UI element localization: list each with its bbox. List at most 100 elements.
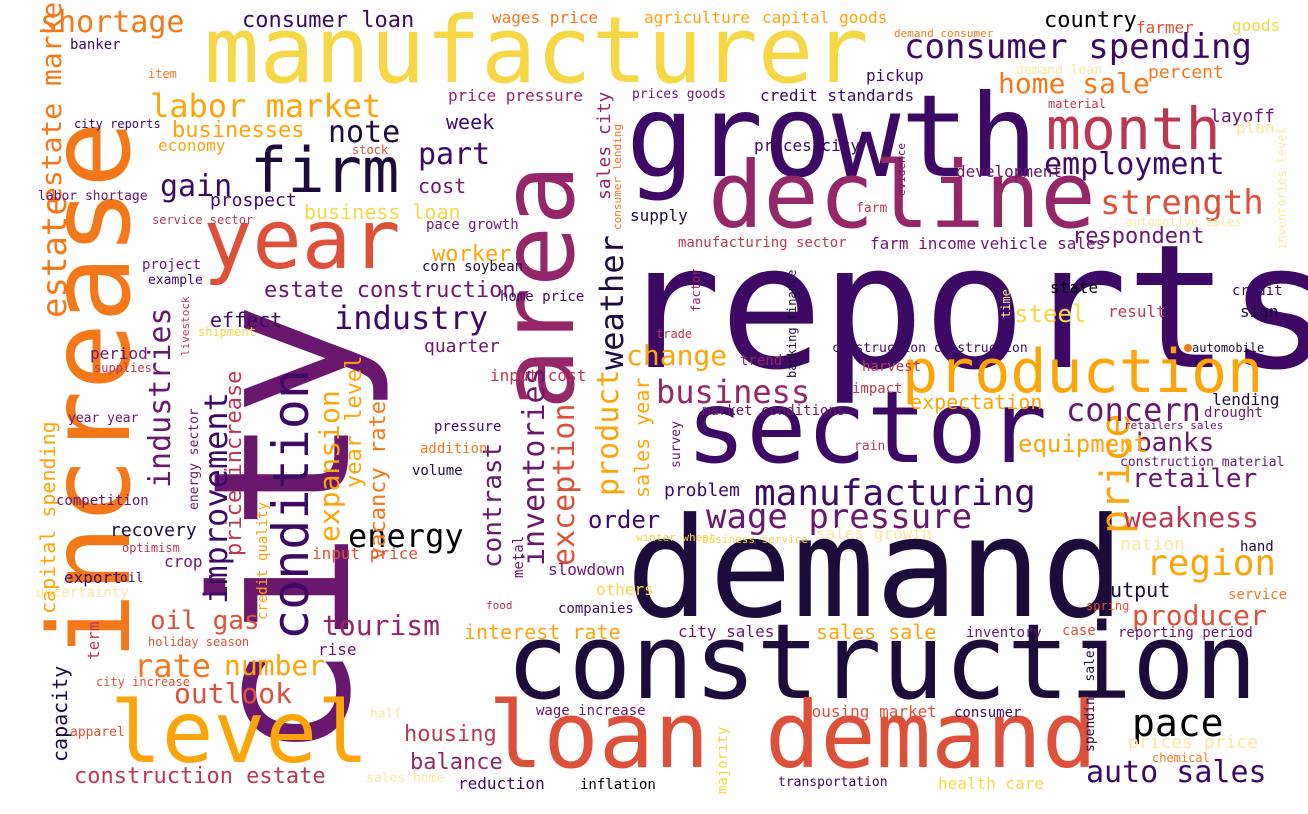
word-outlook: outlook xyxy=(174,677,293,710)
word-level: level xyxy=(110,683,369,783)
word-prices-city: prices city xyxy=(754,136,860,155)
word-employment: employment xyxy=(1044,147,1225,182)
word-percent: percent xyxy=(1148,62,1224,83)
word-apparel: apparel xyxy=(70,725,125,740)
word-banking-finance: banking finance xyxy=(785,269,799,378)
word-service-sector: service sector xyxy=(152,213,254,227)
word-plan: plan xyxy=(1236,118,1275,137)
word-prices-goods: prices goods xyxy=(632,87,726,102)
word-demand: demand xyxy=(626,488,1125,649)
word-crop: crop xyxy=(164,552,203,571)
word-expansion: expansion xyxy=(313,390,346,542)
word-banks: banks xyxy=(1136,428,1215,458)
word-holiday-season: holiday season xyxy=(148,635,250,649)
word-strength: strength xyxy=(1100,183,1264,223)
word-companies: companies xyxy=(558,601,634,617)
word-hand: hand xyxy=(1240,539,1274,555)
word-tourism: tourism xyxy=(322,609,441,642)
word-concern: concern xyxy=(1066,391,1201,429)
word-project: project xyxy=(142,257,202,273)
word-year-level: year level xyxy=(342,355,367,488)
word-respondent: respondent xyxy=(1072,224,1205,249)
word-home-price: home price xyxy=(500,289,585,305)
word-construction-estate: construction estate xyxy=(74,764,326,789)
word-effect: effect xyxy=(210,308,283,332)
word-lending: lending xyxy=(1212,390,1280,409)
word-health-care: health care xyxy=(938,774,1044,793)
word-credit-quality: credit quality xyxy=(255,501,271,620)
word-weakness: weakness xyxy=(1124,501,1259,534)
word-construction-construction: construction construction xyxy=(832,341,1028,356)
word-inventories-level: inventories level xyxy=(1275,127,1289,250)
word-development: development xyxy=(956,162,1062,181)
word-consumer: consumer xyxy=(954,705,1022,721)
word-wage-increase: wage increase xyxy=(536,703,646,719)
word-majority: majority xyxy=(715,726,731,794)
word-sign: sign xyxy=(1240,302,1279,321)
word-week: week xyxy=(446,110,495,134)
word-pressure: pressure xyxy=(434,419,502,435)
word-food: food xyxy=(486,599,513,612)
word-prospect: prospect xyxy=(210,190,297,211)
word-retailer: retailer xyxy=(1132,464,1258,494)
word-consumer-spending: consumer spending xyxy=(904,27,1252,67)
word-wage-pressure: wage pressure xyxy=(706,497,973,537)
word-business-loan: business loan xyxy=(304,200,461,224)
word-layoff: layoff xyxy=(1210,106,1276,127)
word-estate-construction: estate construction xyxy=(264,278,516,303)
word-steel: steel xyxy=(1014,300,1087,328)
word-consumer-loan: consumer loan xyxy=(242,8,415,33)
word-impact: impact xyxy=(852,381,903,397)
word-energy: energy xyxy=(348,517,464,555)
word-economy: economy xyxy=(158,136,226,155)
word-pace-growth: pace growth xyxy=(426,217,519,233)
word-inventory: inventory xyxy=(966,625,1042,641)
word-shipment: shipment xyxy=(198,325,256,339)
word-industry: industry xyxy=(334,299,489,337)
word-housing-market: housing market xyxy=(802,702,937,721)
word-material: material xyxy=(1048,97,1106,111)
word-farm: farm xyxy=(856,201,888,216)
word-month: month xyxy=(1046,95,1221,163)
word-construction-material: construction material xyxy=(1120,455,1285,470)
word-part: part xyxy=(418,137,491,172)
word-demand-consumer: demand consumer xyxy=(894,27,994,40)
word-rain: rain xyxy=(854,439,886,454)
word-sector: sector xyxy=(686,369,1048,486)
word-chemical: chemical xyxy=(1152,751,1210,765)
word-change: change xyxy=(626,339,728,372)
word-rate: rate xyxy=(134,647,212,685)
word-interest-rate: interest rate xyxy=(464,620,621,644)
word-optimism: optimism xyxy=(122,541,180,555)
word-competition: competition xyxy=(56,493,149,509)
word-construction: construction xyxy=(506,601,1258,723)
word-gain: gain xyxy=(160,169,233,204)
word-manufacturing-sector: manufacturing sector xyxy=(678,235,847,251)
word-trade: trade xyxy=(656,327,693,341)
word-sales-growth: sales growth xyxy=(816,524,932,543)
word-manufacturing: manufacturing xyxy=(754,473,1036,514)
word-oil-gas: oil gas xyxy=(150,606,260,636)
word-prices-price: prices price xyxy=(1128,732,1259,753)
word-city-reports: city reports xyxy=(74,117,161,131)
word-equipment: equipment xyxy=(1018,430,1149,458)
automobile-dot xyxy=(1184,344,1192,352)
word-cost: cost xyxy=(418,174,467,198)
word-loan-demand: loan demand xyxy=(488,682,1098,789)
word-year: year xyxy=(203,193,401,288)
word-expectation: expectation xyxy=(910,390,1043,414)
word-business: business xyxy=(656,373,811,411)
word-stock: stock xyxy=(352,143,389,157)
word-agriculture: agriculture xyxy=(644,8,750,27)
word-wages-price: wages price xyxy=(492,8,598,27)
word-slowdown: slowdown xyxy=(548,560,626,579)
word-price-pressure: price pressure xyxy=(448,86,583,105)
word-problem: problem xyxy=(664,480,740,501)
word-export: export xyxy=(64,568,122,587)
word-banker: banker xyxy=(70,37,121,53)
word-product: product xyxy=(591,369,626,496)
word-city-sales: city sales xyxy=(678,622,775,641)
word-input-cost: input cost xyxy=(490,366,587,385)
word-demand-loan: demand loan xyxy=(1016,63,1103,78)
